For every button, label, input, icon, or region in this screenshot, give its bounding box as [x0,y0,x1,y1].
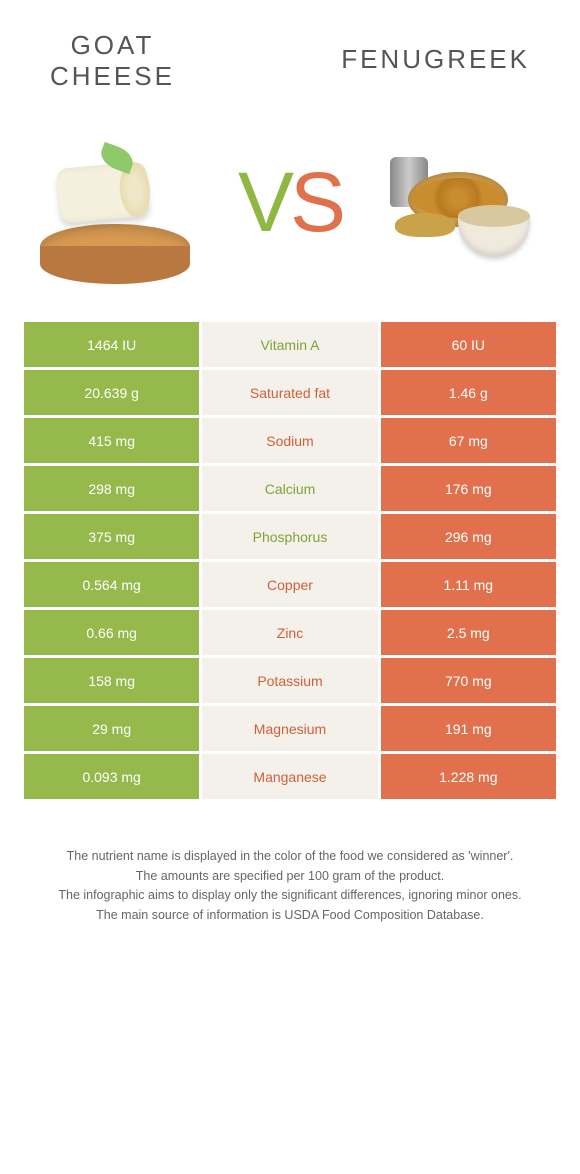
footer-line-2: The amounts are specified per 100 gram o… [34,867,546,886]
footer-line-1: The nutrient name is displayed in the co… [34,847,546,866]
right-value-cell: 191 mg [381,706,556,751]
table-row: 20.639 gSaturated fat1.46 g [24,370,556,415]
left-value-cell: 158 mg [24,658,199,703]
footer-line-4: The main source of information is USDA F… [34,906,546,925]
left-food-title: Goat cheese [50,30,175,92]
right-value-cell: 176 mg [381,466,556,511]
nutrient-label-cell: Copper [202,562,377,607]
left-value-cell: 0.66 mg [24,610,199,655]
left-value-cell: 1464 IU [24,322,199,367]
table-row: 0.564 mgCopper1.11 mg [24,562,556,607]
left-title-line2: cheese [50,61,175,91]
left-value-cell: 0.093 mg [24,754,199,799]
nutrient-label-cell: Sodium [202,418,377,463]
left-value-cell: 375 mg [24,514,199,559]
table-row: 0.093 mgManganese1.228 mg [24,754,556,799]
goat-cheese-image [30,117,200,287]
vs-s-letter: S [290,154,342,251]
nutrient-label-cell: Zinc [202,610,377,655]
left-title-line1: Goat [71,30,155,60]
table-row: 158 mgPotassium770 mg [24,658,556,703]
right-value-cell: 2.5 mg [381,610,556,655]
table-row: 375 mgPhosphorus296 mg [24,514,556,559]
right-value-cell: 770 mg [381,658,556,703]
table-row: 415 mgSodium67 mg [24,418,556,463]
nutrient-label-cell: Vitamin A [202,322,377,367]
left-value-cell: 0.564 mg [24,562,199,607]
left-value-cell: 298 mg [24,466,199,511]
nutrient-label-cell: Potassium [202,658,377,703]
table-row: 29 mgMagnesium191 mg [24,706,556,751]
left-value-cell: 20.639 g [24,370,199,415]
nutrient-label-cell: Manganese [202,754,377,799]
right-food-title: Fenugreek [341,30,530,75]
nutrient-label-cell: Phosphorus [202,514,377,559]
table-row: 298 mgCalcium176 mg [24,466,556,511]
right-value-cell: 1.228 mg [381,754,556,799]
left-value-cell: 415 mg [24,418,199,463]
right-value-cell: 1.11 mg [381,562,556,607]
images-row: VS [0,102,580,322]
header: Goat cheese Fenugreek [0,0,580,102]
right-value-cell: 1.46 g [381,370,556,415]
left-value-cell: 29 mg [24,706,199,751]
nutrient-label-cell: Saturated fat [202,370,377,415]
nutrient-label-cell: Calcium [202,466,377,511]
nutrient-label-cell: Magnesium [202,706,377,751]
right-value-cell: 296 mg [381,514,556,559]
right-value-cell: 60 IU [381,322,556,367]
table-row: 0.66 mgZinc2.5 mg [24,610,556,655]
vs-v-letter: V [238,154,290,251]
footer-line-3: The infographic aims to display only the… [34,886,546,905]
right-value-cell: 67 mg [381,418,556,463]
comparison-table: 1464 IUVitamin A60 IU20.639 gSaturated f… [24,322,556,799]
table-row: 1464 IUVitamin A60 IU [24,322,556,367]
fenugreek-image [380,117,550,287]
footer-notes: The nutrient name is displayed in the co… [0,799,580,925]
vs-label: VS [238,154,342,251]
